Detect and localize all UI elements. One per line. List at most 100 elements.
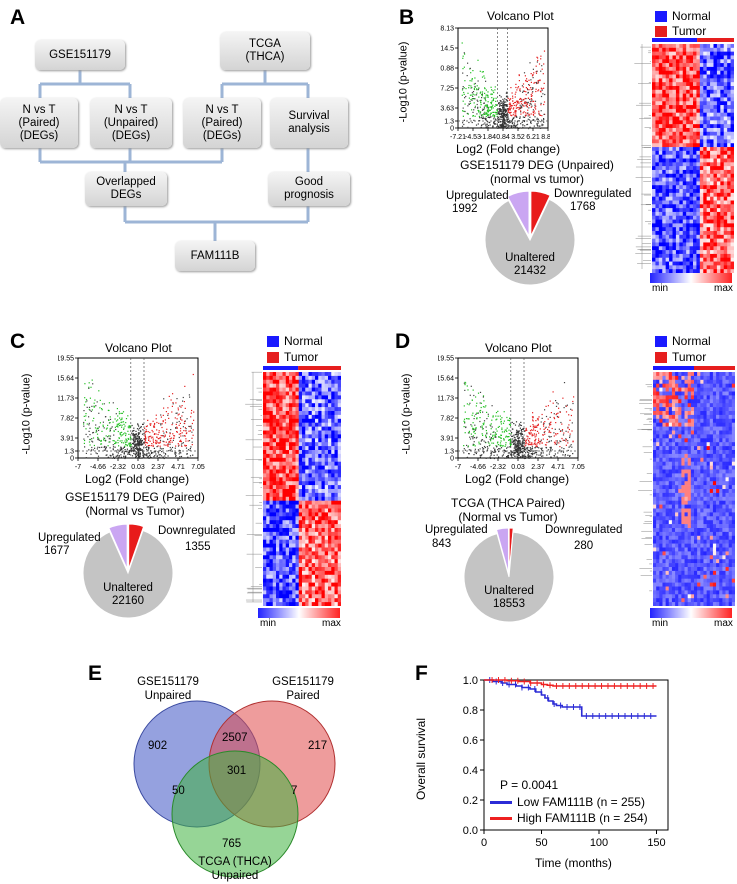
heatmap-cell (289, 598, 293, 603)
heatmap-cell (282, 407, 287, 412)
volcano-point (473, 88, 475, 90)
volcano-point (150, 457, 152, 459)
volcano-point (83, 442, 85, 444)
heatmap-cell (662, 55, 666, 60)
heatmap-cell (295, 477, 300, 482)
volcano-point (514, 109, 516, 112)
heatmap-cell (337, 403, 341, 408)
heatmap-cell (337, 594, 341, 599)
volcano-point (84, 397, 86, 399)
volcano-point (170, 437, 173, 439)
heatmap-cell (703, 169, 707, 175)
heatmap-cell (331, 578, 335, 583)
heatmap-cell (315, 453, 319, 459)
heatmap-cell (662, 173, 666, 178)
volcano-point (119, 424, 122, 426)
heatmap-cell (263, 586, 267, 591)
heatmap-cell (295, 492, 300, 498)
heatmap-cell (696, 234, 701, 239)
volcano-point (152, 438, 154, 440)
heatmap-cell (328, 602, 332, 606)
heatmap-cell (665, 227, 670, 232)
heatmap-cell (292, 524, 296, 529)
volcano-point (502, 121, 505, 123)
heatmap-cell (298, 414, 303, 420)
heatmap-cell (703, 105, 707, 110)
heatmap-cell (318, 395, 322, 400)
volcano-xtick-label: -1.84 (480, 134, 496, 141)
heatmap-cell (689, 158, 694, 163)
heatmap-cell (279, 578, 283, 583)
heatmap-cell (285, 496, 290, 501)
volcano-point (171, 441, 173, 443)
heatmap-cell (324, 539, 329, 544)
heatmap-cell (686, 82, 690, 87)
volcano-point (518, 107, 520, 109)
volcano-point (136, 428, 139, 430)
volcano-point (95, 452, 97, 454)
heatmap-cell (263, 485, 267, 490)
heatmap-cell (285, 570, 290, 576)
heatmap-cell (716, 265, 721, 270)
heatmap-cell (295, 520, 300, 525)
volcano-point (532, 77, 534, 79)
volcano-point (96, 428, 98, 430)
heatmap-cell (272, 590, 277, 595)
heatmap-cell (263, 477, 267, 482)
heatmap-cell (669, 204, 673, 209)
volcano-point (129, 449, 131, 451)
volcano-point (89, 444, 91, 446)
flow-text: Good (294, 176, 324, 188)
heatmap-cell (308, 551, 313, 556)
volcano-point (519, 98, 521, 100)
volcano-point (509, 109, 511, 111)
heatmap-cell (324, 446, 329, 451)
heatmap-cell (713, 59, 718, 64)
heatmap-cell (289, 418, 293, 423)
heatmap-cell (682, 253, 687, 259)
volcano-point (494, 118, 497, 120)
heatmap-cell (706, 97, 711, 102)
heatmap-cell (699, 196, 704, 201)
heatmap-cell (269, 391, 274, 396)
heatmap-b-colorbar (650, 273, 732, 283)
volcano-point (85, 433, 87, 435)
heatmap-cell (652, 59, 656, 64)
volcano-point (518, 80, 520, 82)
volcano-point (514, 102, 516, 104)
heatmap-cell (272, 481, 277, 486)
heatmap-cell (672, 215, 677, 220)
volcano-point (125, 433, 127, 435)
heatmap-cell (723, 47, 728, 52)
heatmap-cell (730, 78, 734, 83)
heatmap-cell (669, 169, 673, 175)
volcano-point (476, 85, 478, 87)
volcano-point (135, 438, 137, 440)
heatmap-cell (308, 496, 313, 501)
volcano-point (89, 427, 91, 429)
heatmap-cell (686, 63, 690, 68)
heatmap-cell (662, 127, 666, 133)
heatmap-cell (269, 453, 274, 459)
volcano-point (157, 442, 159, 444)
heatmap-cell (703, 192, 707, 197)
heatmap-cell (686, 135, 690, 140)
volcano-point (134, 453, 136, 455)
volcano-point (499, 108, 501, 110)
heatmap-cell (662, 89, 666, 94)
volcano-point (167, 407, 169, 409)
heatmap-cell (321, 442, 326, 447)
heatmap-cell (672, 238, 677, 243)
volcano-point (184, 444, 186, 446)
heatmap-c-min: min (260, 618, 277, 629)
heatmap-cell (324, 453, 329, 459)
heatmap-cell (315, 442, 319, 447)
volcano-point (480, 101, 482, 103)
heatmap-cell (713, 234, 718, 239)
heatmap-cell (723, 269, 728, 273)
volcano-point (467, 126, 469, 128)
heatmap-cell (689, 51, 694, 56)
heatmap-cell (689, 219, 694, 224)
heatmap-cell (693, 231, 697, 236)
volcano-point (167, 445, 169, 447)
